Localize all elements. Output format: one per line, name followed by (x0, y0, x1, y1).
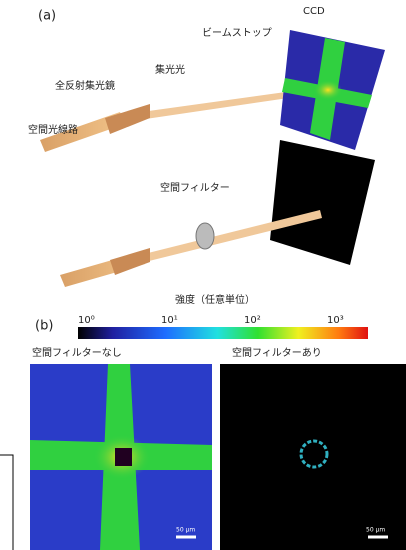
ccd-upper (280, 30, 385, 150)
left-image (30, 364, 212, 550)
ccd-label: CCD (303, 6, 325, 17)
beam-label: 集光光 (155, 63, 185, 76)
panel-label: (b) (35, 319, 53, 334)
frame-edge (0, 455, 13, 550)
source-label: 空間光線路 (28, 123, 78, 136)
colorbar-title: 強度（任意単位） (175, 293, 255, 306)
colorbar-tick-label: 10⁰ (78, 315, 95, 326)
left-title: 空間フィルターなし (32, 346, 122, 359)
upper-beamline (40, 90, 302, 152)
figure: (a) CCD ビームストップ 集光光 全反射集光鏡 空間光線路 空間フィルター… (0, 0, 406, 550)
colorbar-tick-label: 10¹ (161, 315, 178, 326)
colorbar (78, 327, 368, 339)
right-title: 空間フィルターあり (232, 346, 322, 359)
mirror-label: 全反射集光鏡 (55, 79, 115, 92)
scale-label: 50 μm (366, 527, 385, 534)
panel-label: (a) (38, 9, 56, 24)
colorbar-tick-label: 10³ (327, 315, 344, 326)
ccd-lower (270, 140, 375, 265)
right-image (220, 364, 406, 550)
filter-label: 空間フィルター (160, 181, 230, 194)
scale-label: 50 μm (176, 527, 195, 534)
colorbar-tick-label: 10² (244, 315, 261, 326)
lower-beamline (60, 210, 322, 287)
beam-stop-label: ビームストップ (202, 27, 272, 39)
